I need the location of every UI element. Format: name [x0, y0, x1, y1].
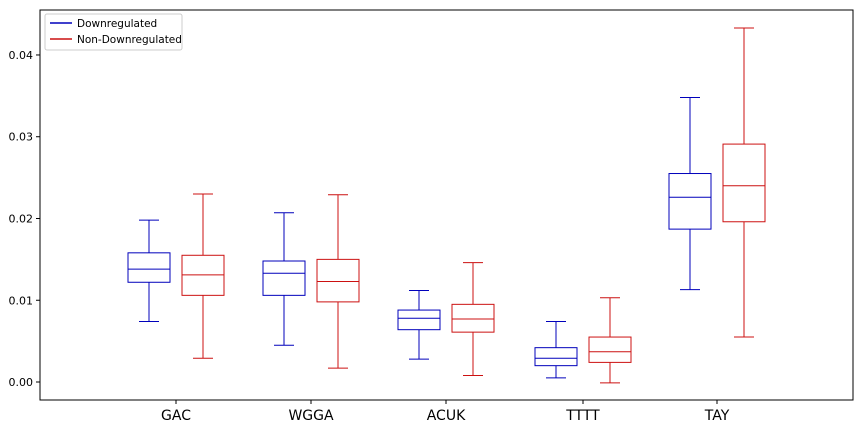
x-category-label: ACUK: [427, 408, 466, 424]
iqr-box: [722, 143, 766, 223]
iqr-box: [397, 309, 441, 331]
legend-entry: Non-Downregulated: [77, 34, 182, 46]
box-non-downregulated-tay: [722, 27, 766, 338]
legend: Downregulated Non-Downregulated: [44, 13, 183, 51]
y-tick-label: 0.00: [9, 376, 34, 389]
y-tick-label: 0.04: [9, 49, 34, 62]
box-downregulated-wgga: [262, 212, 306, 346]
x-axis: GAC WGGA ACUK TTTT TAY: [161, 400, 730, 424]
box-downregulated-gac: [127, 219, 171, 323]
iqr-box: [451, 303, 495, 333]
box-series: [127, 27, 766, 384]
box-downregulated-acuk: [397, 289, 441, 360]
box-non-downregulated-tttt: [588, 297, 632, 384]
y-axis: 0.00 0.01 0.02 0.03 0.04: [9, 49, 40, 389]
x-category-label: TAY: [704, 408, 730, 424]
plot-area-frame: [39, 9, 854, 401]
iqr-box: [262, 260, 306, 296]
legend-entry: Downregulated: [77, 18, 157, 30]
y-tick-label: 0.01: [9, 294, 34, 307]
iqr-box: [668, 173, 712, 230]
x-category-label: WGGA: [288, 408, 334, 424]
box-non-downregulated-gac: [181, 193, 225, 359]
iqr-box: [127, 252, 171, 283]
iqr-box: [588, 336, 632, 363]
box-downregulated-tttt: [534, 321, 578, 379]
legend-frame: [44, 13, 183, 51]
box-downregulated-tay: [668, 96, 712, 291]
iqr-box: [316, 258, 360, 303]
y-tick-label: 0.03: [9, 131, 34, 144]
iqr-box: [534, 347, 578, 367]
y-tick-label: 0.02: [9, 212, 34, 225]
box-non-downregulated-wgga: [316, 194, 360, 369]
box-non-downregulated-acuk: [451, 262, 495, 376]
x-category-label: TTTT: [565, 408, 600, 424]
x-category-label: GAC: [161, 408, 191, 424]
